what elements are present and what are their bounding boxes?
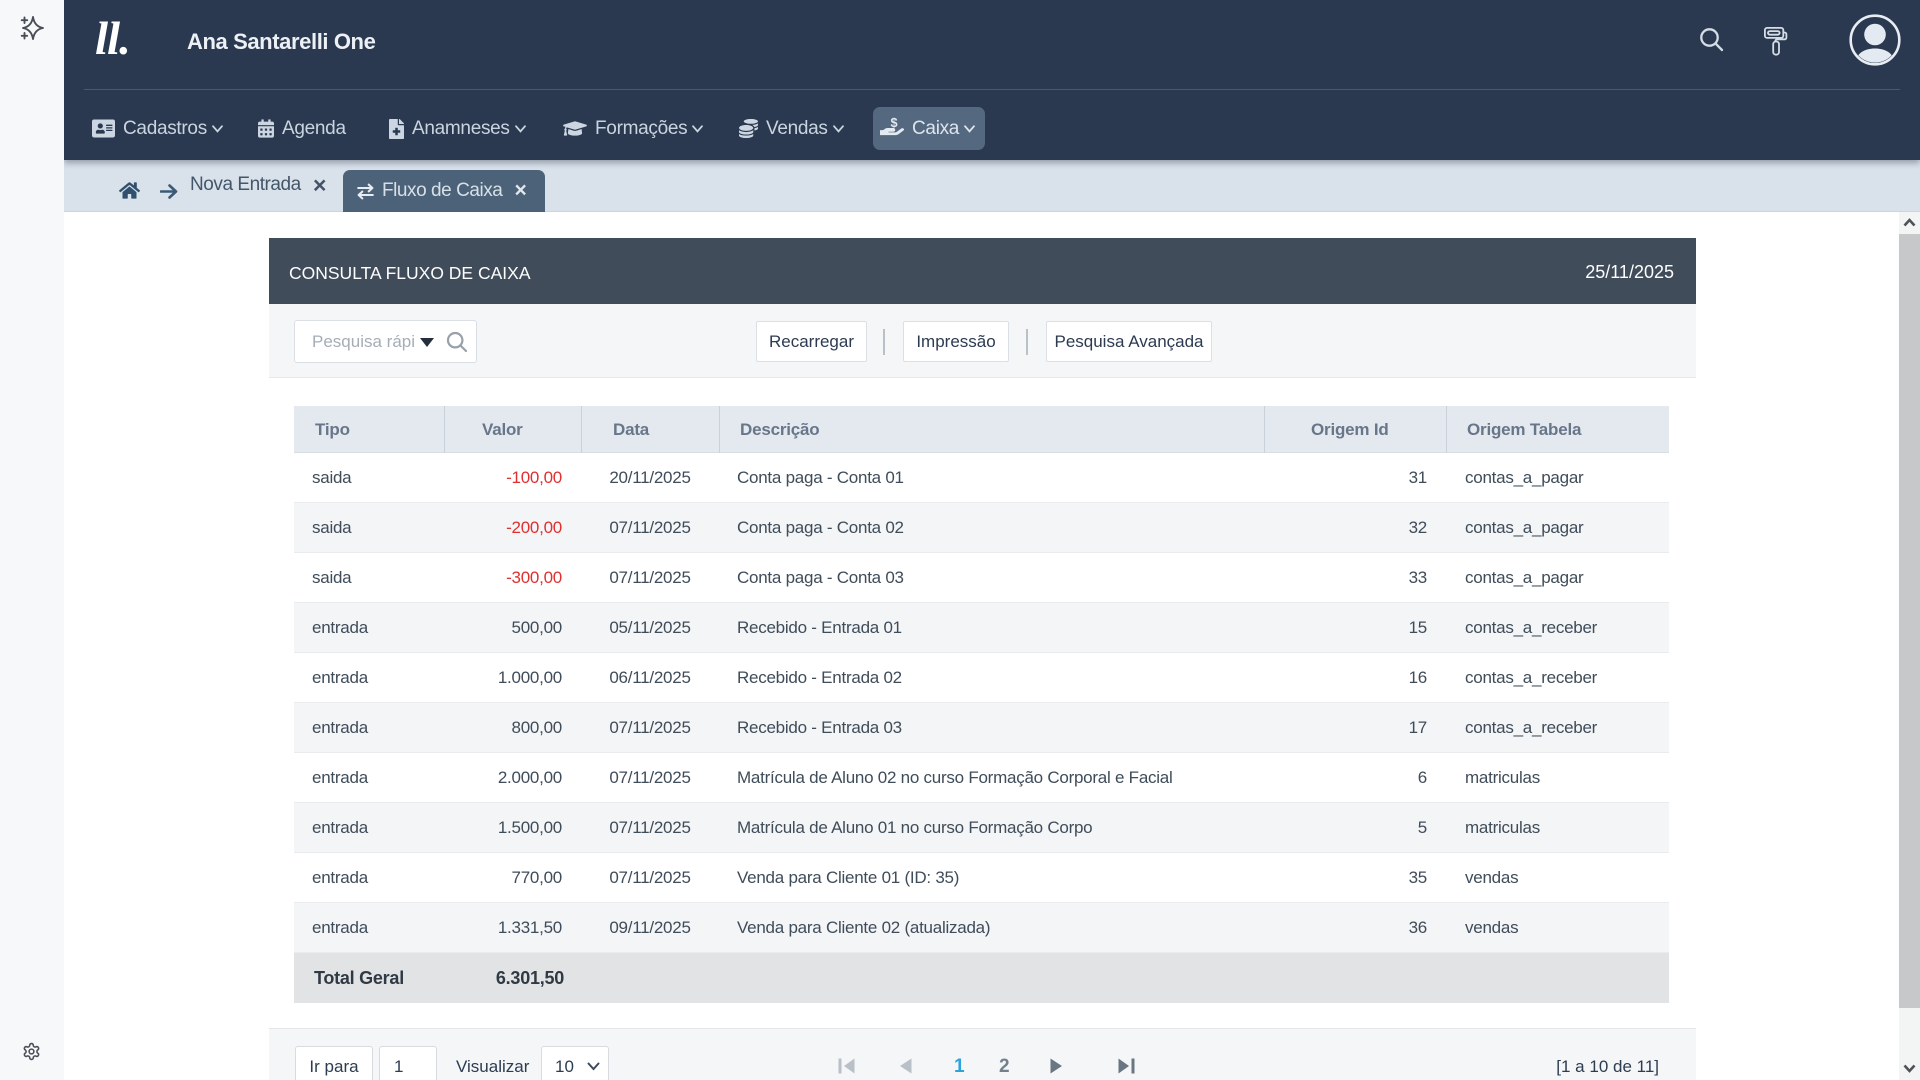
svg-text:$: $ bbox=[890, 116, 897, 130]
